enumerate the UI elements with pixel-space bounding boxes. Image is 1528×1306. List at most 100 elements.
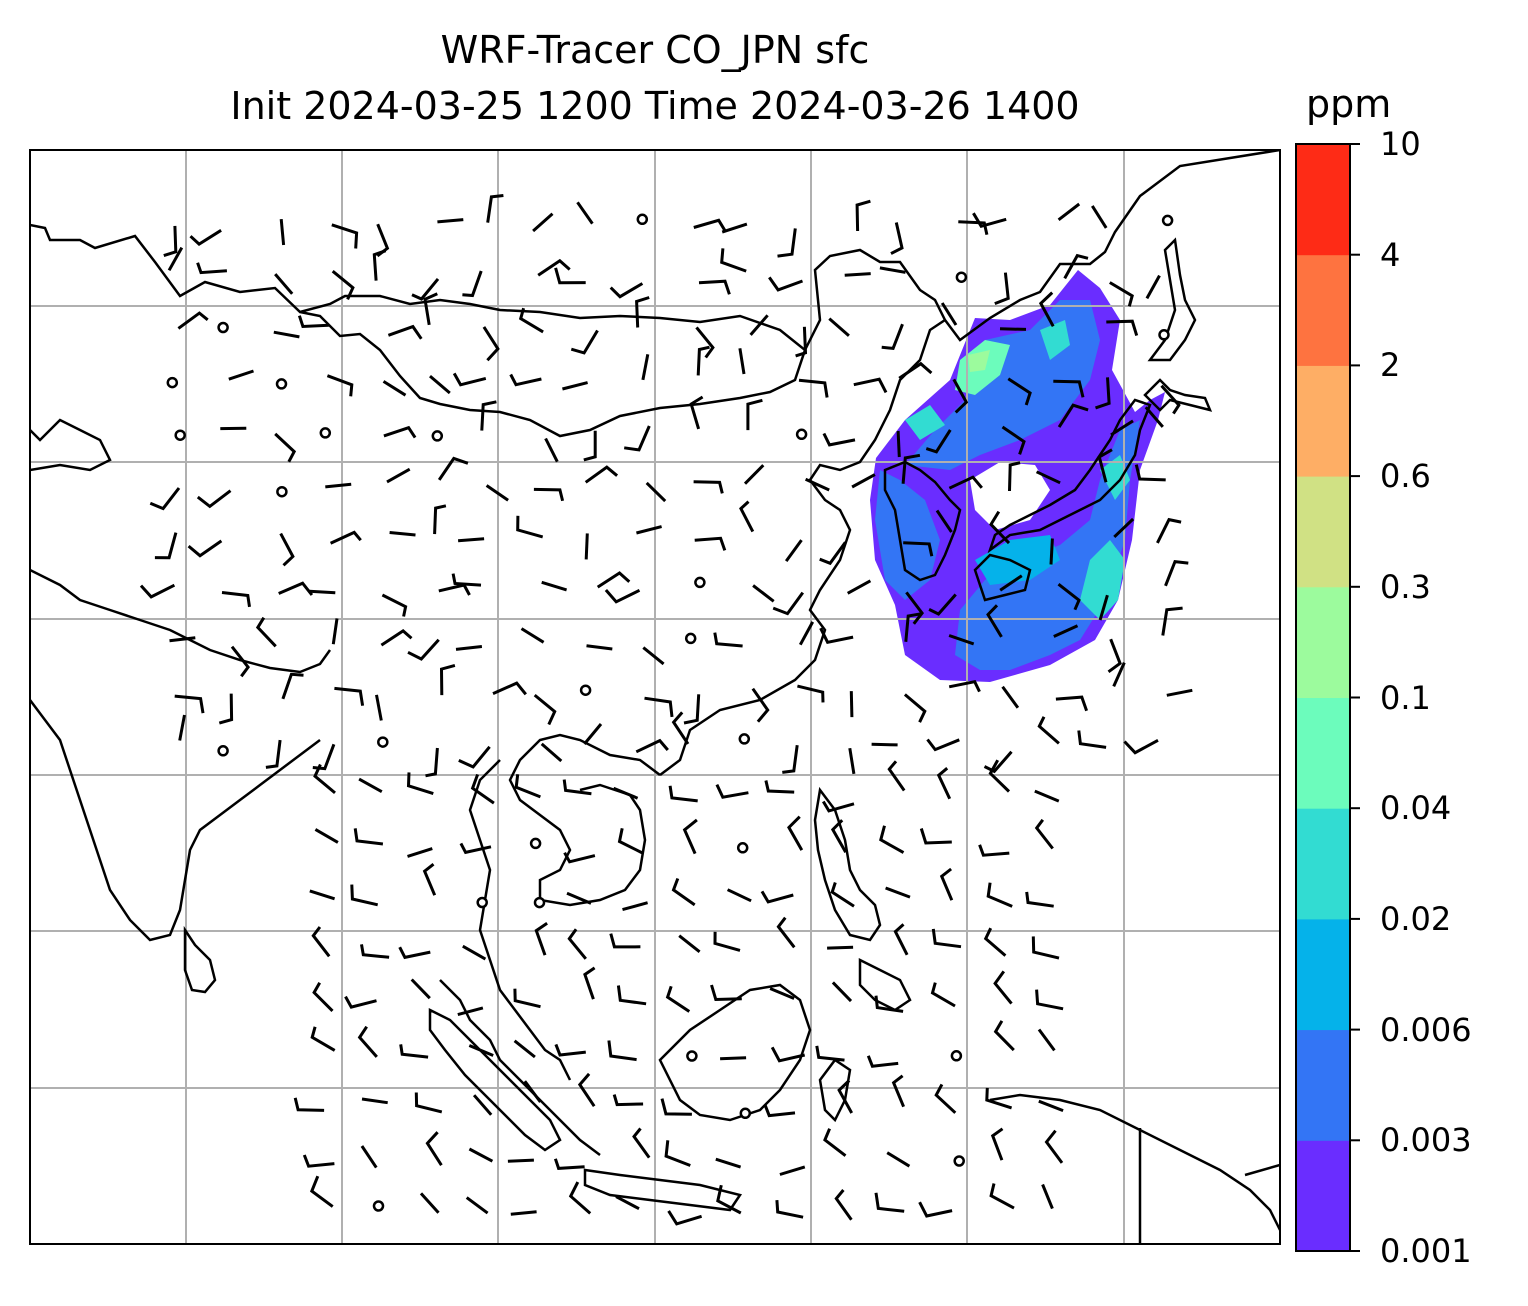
wind-barb bbox=[375, 694, 383, 721]
wind-barb bbox=[410, 978, 431, 1000]
wind-barb bbox=[934, 1083, 957, 1114]
wind-barb bbox=[1057, 583, 1081, 611]
coastlines bbox=[30, 150, 1280, 1244]
wind-barb bbox=[360, 1145, 378, 1169]
wind-barb bbox=[926, 738, 960, 752]
wind-barb bbox=[311, 926, 331, 958]
wind-barb bbox=[509, 373, 542, 387]
wind-barb bbox=[583, 723, 603, 745]
wind-barb bbox=[886, 1151, 911, 1168]
colorbar-tick-label: 0.1 bbox=[1380, 678, 1431, 717]
wind-barb bbox=[1110, 419, 1134, 437]
wind-barb bbox=[344, 995, 377, 1009]
wind-barb bbox=[360, 944, 390, 959]
wind-barb bbox=[831, 981, 853, 1003]
colorbar bbox=[1296, 143, 1360, 1252]
wind-barb bbox=[425, 747, 439, 778]
wind-barb bbox=[822, 432, 856, 447]
wind-barb bbox=[281, 672, 304, 700]
wind-barb bbox=[1095, 377, 1111, 410]
wind-barb bbox=[154, 532, 178, 560]
wind-barb bbox=[309, 589, 336, 595]
wind-barb bbox=[228, 369, 254, 381]
wind-barb bbox=[1166, 688, 1193, 697]
wind-barb bbox=[665, 985, 691, 1013]
wind-barb bbox=[510, 1210, 537, 1216]
wind-barb bbox=[1001, 685, 1020, 709]
wind-barb bbox=[310, 1026, 336, 1052]
wind-barb bbox=[721, 222, 748, 234]
wind-barb bbox=[798, 378, 829, 398]
wind-barb bbox=[1145, 274, 1161, 300]
wind-barb bbox=[891, 1074, 905, 1108]
wind-barb bbox=[433, 504, 447, 535]
wind-barb bbox=[972, 212, 1007, 229]
wind-barb bbox=[331, 618, 339, 645]
wind-barb bbox=[1057, 202, 1081, 221]
wind-barb bbox=[584, 533, 589, 560]
wind-barb bbox=[716, 1184, 742, 1215]
wind-barb bbox=[837, 1079, 854, 1114]
wind-barb bbox=[1123, 738, 1159, 755]
colorbar-tick-label: 0.02 bbox=[1380, 899, 1452, 938]
wind-barb bbox=[823, 1128, 847, 1157]
wind-barb bbox=[815, 1045, 845, 1062]
colorbar-segment bbox=[1296, 476, 1350, 588]
wind-barb bbox=[986, 882, 1013, 908]
wind-barb bbox=[887, 760, 906, 792]
wind-barb bbox=[738, 348, 746, 375]
wind-barb bbox=[313, 763, 336, 795]
wind-barb bbox=[520, 627, 545, 644]
wind-barb bbox=[696, 345, 710, 376]
wind-barb bbox=[278, 581, 314, 596]
wind-barb bbox=[695, 326, 715, 359]
wind-barb bbox=[196, 262, 228, 275]
wind-barb bbox=[901, 453, 921, 484]
wind-barb bbox=[381, 593, 408, 617]
wind-barb bbox=[1008, 461, 1021, 492]
wind-barb bbox=[568, 1181, 592, 1215]
wind-barb bbox=[562, 779, 592, 796]
wind-barb bbox=[828, 317, 850, 337]
wind-barb bbox=[671, 711, 690, 745]
wind-barb bbox=[1037, 716, 1060, 745]
wind-barb bbox=[827, 945, 854, 950]
wind-barb bbox=[265, 739, 282, 769]
calm-marker bbox=[217, 321, 229, 334]
wind-barb bbox=[562, 381, 588, 391]
wind-barb bbox=[935, 509, 953, 533]
wind-barb bbox=[514, 774, 541, 799]
wind-barb bbox=[492, 681, 527, 696]
wind-barb bbox=[713, 931, 741, 952]
wind-barb bbox=[768, 276, 804, 292]
wind-barb bbox=[583, 430, 597, 462]
wind-barb bbox=[567, 928, 587, 960]
wind-barb bbox=[274, 273, 294, 295]
wind-barb bbox=[830, 819, 848, 853]
wind-barb bbox=[399, 1044, 429, 1059]
wind-barb bbox=[834, 1189, 853, 1221]
wind-barb bbox=[331, 223, 359, 249]
wind-barb bbox=[936, 767, 952, 800]
wind-barb bbox=[1053, 624, 1079, 638]
calm-marker bbox=[529, 837, 542, 850]
wind-barb bbox=[613, 786, 639, 800]
wind-barb bbox=[163, 225, 178, 258]
wind-barb bbox=[437, 456, 469, 481]
wind-barb bbox=[795, 326, 808, 358]
calm-marker bbox=[276, 485, 288, 498]
wind-barb bbox=[604, 588, 641, 604]
wind-barb bbox=[948, 475, 983, 490]
wind-barb bbox=[616, 985, 647, 1006]
wind-barb bbox=[1098, 594, 1109, 621]
colorbar-segment bbox=[1296, 808, 1350, 920]
wind-barb bbox=[787, 815, 804, 851]
calm-marker bbox=[694, 576, 706, 589]
wind-barb bbox=[513, 1039, 536, 1059]
wind-barb bbox=[682, 818, 698, 855]
wind-barb bbox=[940, 302, 958, 326]
wind-barb bbox=[468, 1147, 494, 1163]
wind-barb bbox=[274, 432, 297, 463]
wind-barb bbox=[749, 314, 769, 336]
wind-barb bbox=[554, 1043, 586, 1057]
